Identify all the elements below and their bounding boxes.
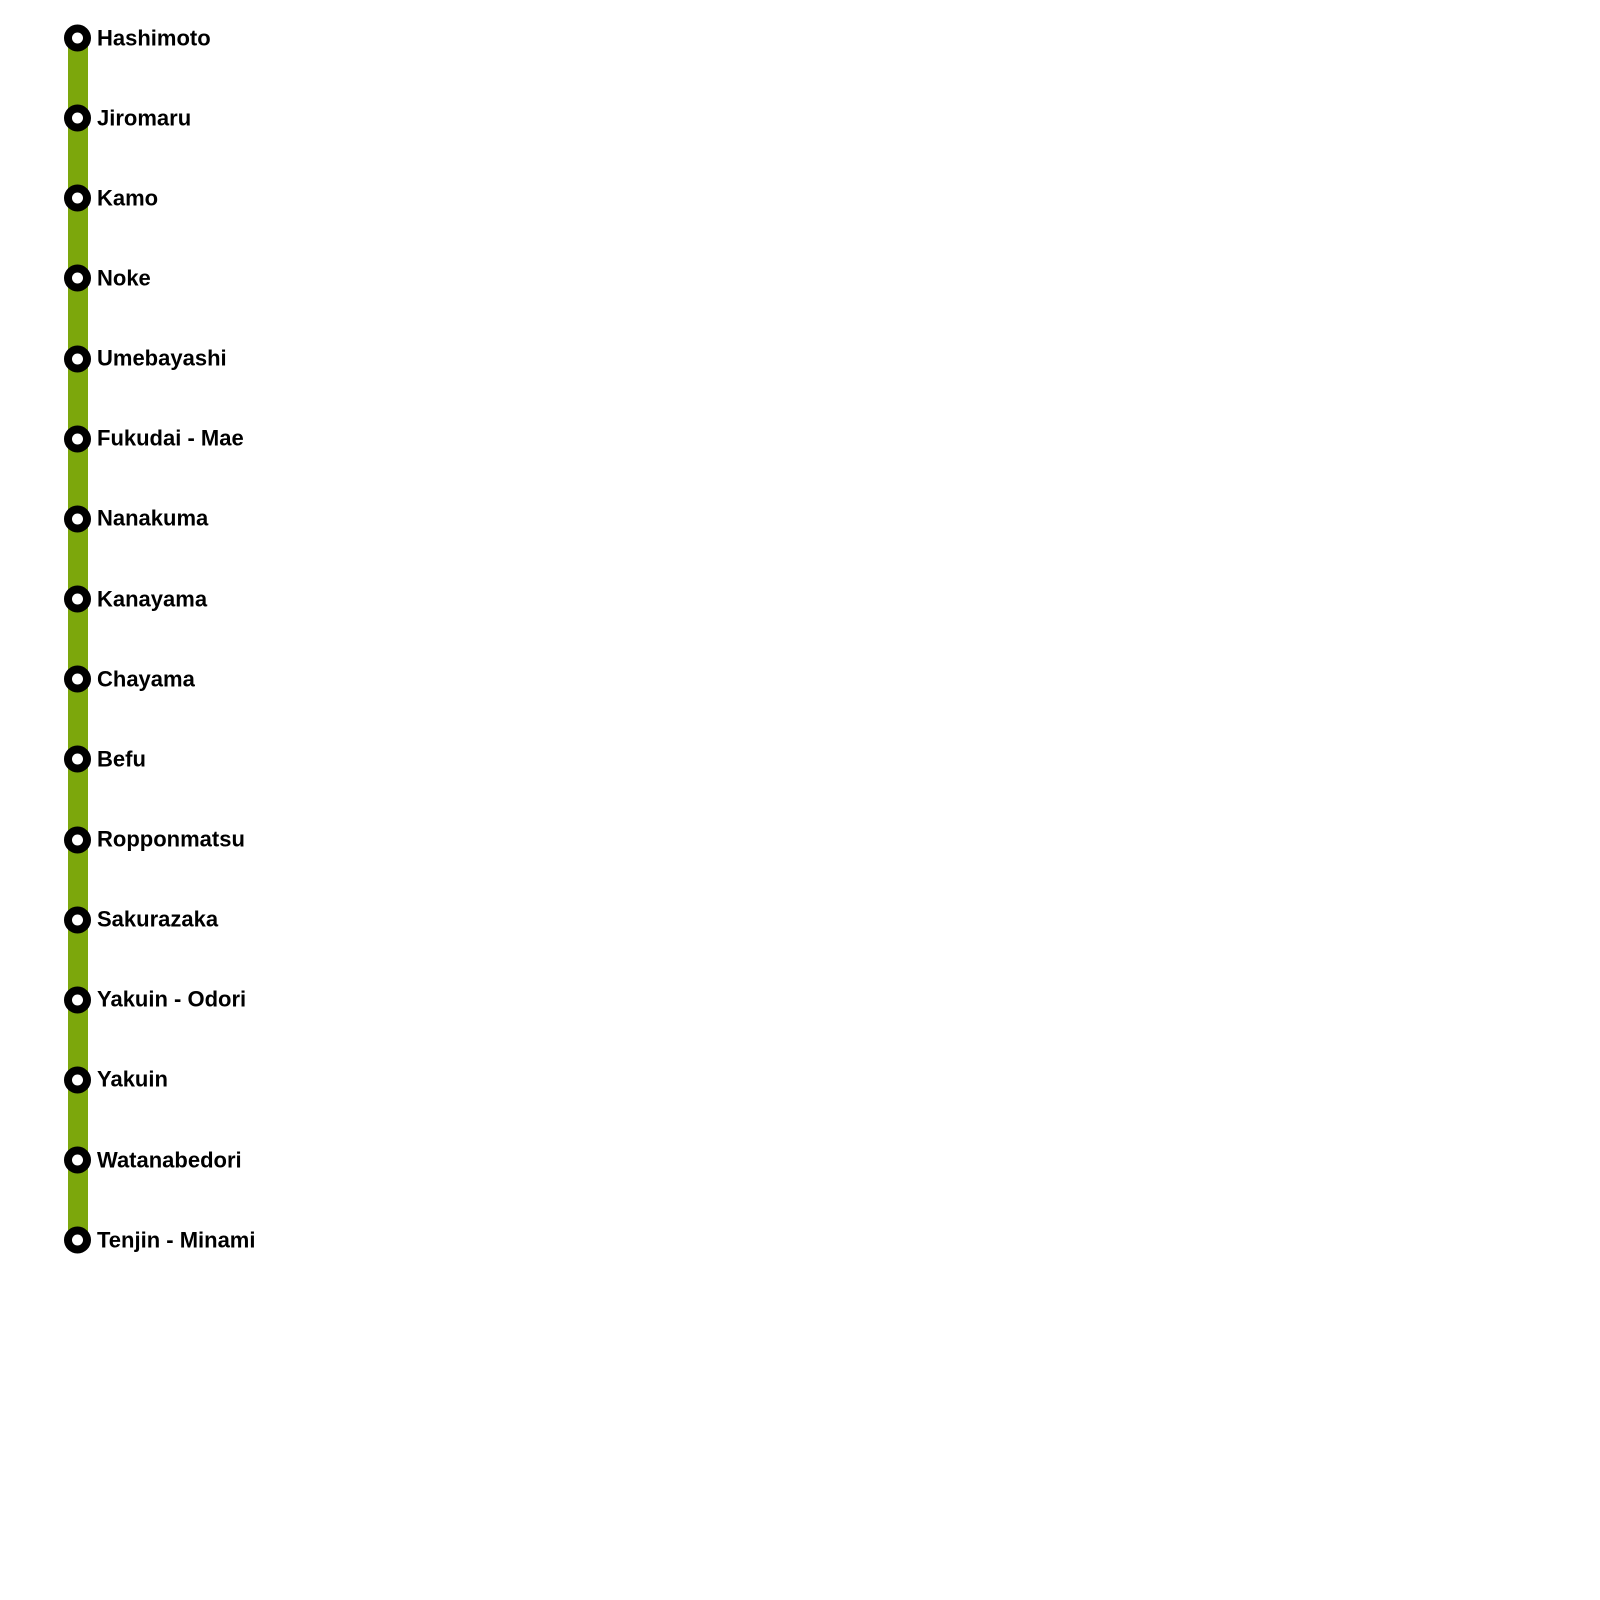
station-row: Noke	[64, 264, 151, 292]
station-marker-icon	[64, 1066, 91, 1094]
station-label: Sakurazaka	[97, 906, 219, 932]
station-row: Umebayashi	[64, 345, 227, 373]
station-marker-icon	[64, 24, 91, 52]
station-marker-icon	[64, 345, 91, 373]
station-marker-icon	[64, 184, 91, 212]
station-marker-icon	[64, 986, 91, 1014]
station-row: Watanabedori	[64, 1146, 242, 1174]
station-row: Nanakuma	[64, 505, 209, 533]
station-label: Noke	[97, 265, 151, 291]
station-row: Tenjin - Minami	[64, 1226, 256, 1254]
station-row: Sakurazaka	[64, 906, 219, 934]
station-label: Fukudai - Mae	[97, 425, 244, 451]
station-label: Befu	[97, 746, 146, 772]
station-row: Ropponmatsu	[64, 826, 245, 853]
station-marker-icon	[64, 264, 91, 292]
station-marker-icon	[64, 425, 91, 453]
station-label: Yakuin	[97, 1066, 168, 1092]
station-label: Watanabedori	[97, 1147, 242, 1173]
station-label: Yakuin - Odori	[97, 986, 247, 1012]
station-row: Hashimoto	[64, 24, 211, 52]
station-row: Jiromaru	[64, 104, 192, 132]
station-marker-icon	[64, 104, 91, 132]
station-label: Chayama	[97, 666, 195, 692]
station-label: Ropponmatsu	[97, 826, 245, 852]
station-row: Fukudai - Mae	[64, 425, 244, 453]
station-row: Befu	[64, 745, 146, 773]
station-marker-icon	[64, 826, 91, 853]
station-label: Jiromaru	[97, 105, 192, 131]
station-row: Yakuin - Odori	[64, 986, 247, 1014]
station-marker-icon	[64, 745, 91, 773]
station-marker-icon	[64, 505, 91, 533]
station-label: Kamo	[97, 185, 159, 211]
station-label: Tenjin - Minami	[97, 1227, 256, 1253]
station-label: Kanayama	[97, 586, 208, 612]
station-row: Kamo	[64, 184, 159, 212]
station-row: Chayama	[64, 665, 195, 693]
station-label: Nanakuma	[97, 505, 209, 531]
transit-line	[68, 38, 88, 1241]
station-row: Yakuin	[64, 1066, 168, 1094]
station-marker-icon	[64, 1146, 91, 1174]
station-marker-icon	[64, 1226, 91, 1254]
station-marker-icon	[64, 906, 91, 934]
station-label: Umebayashi	[97, 345, 227, 371]
station-label: Hashimoto	[97, 25, 211, 50]
station-row: Kanayama	[64, 585, 208, 613]
station-marker-icon	[64, 665, 91, 693]
station-marker-icon	[64, 585, 91, 613]
